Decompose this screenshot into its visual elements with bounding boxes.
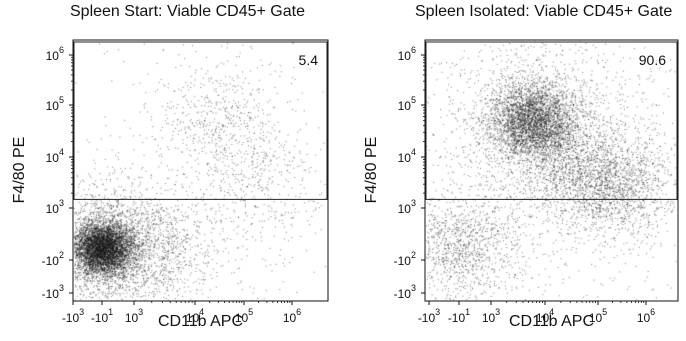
x-tick-label: -103 xyxy=(418,307,440,325)
x-tick-label: 103 xyxy=(125,307,143,325)
y-tick-label: -103 xyxy=(42,283,64,301)
plot-frame xyxy=(425,40,678,301)
gate-percent-label: 5.4 xyxy=(299,52,319,68)
scatter-panel-isolated: Spleen Isolated: Viable CD45+ Gate 90.6-… xyxy=(358,0,686,341)
y-tick-label: 105 xyxy=(398,95,416,113)
y-tick-label: -103 xyxy=(394,283,416,301)
plot-area: 90.6-103 -101 103 104 105 106106105104103-102… xyxy=(358,0,686,341)
x-tick-label: 106 xyxy=(283,307,301,325)
x-tick-label: 103 xyxy=(482,307,500,325)
x-axis-label: CD11b APC xyxy=(509,313,594,330)
plot-area: 5.4-103 -101 103 104 105 106106105104103-102-… xyxy=(0,0,343,341)
gate-rectangle[interactable] xyxy=(74,42,327,199)
y-tick-label: -102 xyxy=(42,250,64,268)
y-tick-label: -102 xyxy=(394,250,416,268)
y-tick-label: 104 xyxy=(398,147,416,165)
y-axis-label: F4/80 PE xyxy=(11,137,28,204)
y-axis-label: F4/80 PE xyxy=(363,137,380,204)
x-tick-label: -103 xyxy=(62,307,84,325)
y-tick-label: 105 xyxy=(46,95,64,113)
y-tick-label: 106 xyxy=(398,45,416,63)
x-axis-label: CD11b APC xyxy=(158,313,243,330)
scatter-panel-start: Spleen Start: Viable CD45+ Gate 5.4 -103-… xyxy=(0,0,343,341)
y-tick-label: 106 xyxy=(46,45,64,63)
x-tick-label: -101 xyxy=(448,307,470,325)
y-tick-label: 104 xyxy=(46,147,64,165)
x-tick-label: -101 xyxy=(91,307,113,325)
y-tick-label: 103 xyxy=(46,198,64,216)
plot-frame xyxy=(73,40,328,301)
x-tick-label: 106 xyxy=(637,307,655,325)
gate-percent-label: 90.6 xyxy=(639,52,666,68)
y-tick-label: 103 xyxy=(398,198,416,216)
